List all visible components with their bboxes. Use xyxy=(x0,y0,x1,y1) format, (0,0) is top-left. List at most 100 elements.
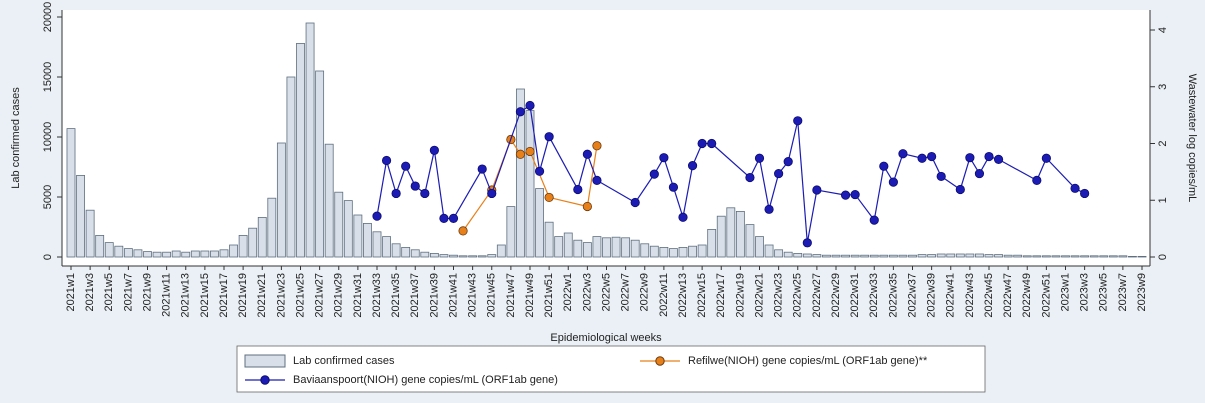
bar xyxy=(324,143,334,258)
series-marker xyxy=(487,188,497,199)
series-marker xyxy=(429,145,439,155)
x-tick-label: 2023w1 xyxy=(1059,273,1071,312)
bar xyxy=(85,209,95,258)
x-tick-label: 2021w15 xyxy=(199,273,211,318)
bar xyxy=(133,249,143,258)
series-marker xyxy=(1032,175,1042,185)
series-marker xyxy=(783,157,793,167)
bar xyxy=(487,254,497,258)
bar xyxy=(181,251,191,258)
bar xyxy=(1128,255,1137,258)
series-marker xyxy=(955,184,965,195)
series-marker xyxy=(439,213,449,224)
bar xyxy=(879,254,889,258)
series-segment xyxy=(424,150,435,194)
bar xyxy=(955,253,965,258)
x-tick-label: 2021w17 xyxy=(218,273,230,318)
x-tick-label: 2021w27 xyxy=(314,273,326,318)
bar xyxy=(611,236,621,258)
bar xyxy=(783,251,793,258)
y2-tick-label: 0 xyxy=(1157,254,1169,260)
bar xyxy=(66,128,76,258)
bar xyxy=(219,249,229,258)
y2-tick-label: 4 xyxy=(1157,27,1169,33)
series-segment xyxy=(491,111,522,194)
x-tick-label: 2021w13 xyxy=(180,273,192,318)
series-marker xyxy=(1070,183,1080,193)
bar xyxy=(994,254,1003,258)
bar xyxy=(888,254,898,258)
series-segment xyxy=(634,173,655,203)
series-marker xyxy=(1041,153,1051,163)
x-tick-label: 2022w1 xyxy=(562,273,574,312)
x-tick-label: 2022w11 xyxy=(658,273,670,317)
series-marker xyxy=(965,153,975,163)
bar xyxy=(1022,255,1032,258)
legend-label: Refilwe(NIOH) gene copies/mL (ORF1ab gen… xyxy=(688,355,928,367)
series-segment xyxy=(577,154,588,190)
series-marker xyxy=(812,185,822,195)
bar xyxy=(822,254,831,258)
x-tick-label: 2022w23 xyxy=(773,273,785,318)
series-segment xyxy=(672,187,684,218)
series-segment xyxy=(529,105,541,172)
x-tick-label: 2022w15 xyxy=(696,273,708,318)
x-tick-label: 2022w41 xyxy=(945,273,957,318)
series-marker xyxy=(477,164,487,174)
bar xyxy=(1041,255,1051,258)
bar xyxy=(1099,255,1109,258)
bar xyxy=(372,231,382,258)
x-tick-label: 2022w7 xyxy=(620,273,632,312)
x-tick-label: 2021w11 xyxy=(161,273,173,317)
legend-label: Baviaanspoort(NIOH) gene copies/mL (ORF1… xyxy=(293,374,558,386)
bar xyxy=(516,88,525,258)
bar xyxy=(592,236,602,258)
bar xyxy=(573,239,583,258)
bar xyxy=(917,254,927,258)
series-marker xyxy=(802,238,812,248)
bar xyxy=(1032,255,1042,258)
x-tick-label: 2021w47 xyxy=(505,273,517,318)
series-marker xyxy=(582,201,592,212)
x-tick-label: 2022w5 xyxy=(600,273,612,312)
series-marker xyxy=(420,188,430,199)
series-segment xyxy=(462,189,493,232)
series-marker xyxy=(534,166,545,176)
series-marker xyxy=(573,184,583,195)
x-tick-label: 2021w9 xyxy=(141,273,153,312)
bar xyxy=(190,250,200,258)
series-marker xyxy=(544,192,554,203)
series-marker xyxy=(927,151,937,162)
bar xyxy=(697,244,707,258)
x-tick-label: 2021w51 xyxy=(543,273,555,318)
x-tick-label: 2021w43 xyxy=(467,273,479,318)
x-tick-label: 2021w1 xyxy=(65,273,77,312)
x-tick-label: 2021w25 xyxy=(294,273,306,318)
bar xyxy=(908,254,917,258)
bar xyxy=(755,236,764,258)
series-marker xyxy=(984,151,994,162)
bar xyxy=(401,246,411,258)
x-tick-label: 2021w37 xyxy=(409,273,421,318)
series-marker xyxy=(525,100,535,111)
bar xyxy=(95,234,105,258)
series-marker xyxy=(707,138,717,149)
legend xyxy=(236,345,986,393)
bar xyxy=(506,206,516,258)
bar xyxy=(200,250,210,258)
bar xyxy=(669,248,678,258)
series-segment xyxy=(1045,157,1076,189)
bar xyxy=(171,250,181,258)
bar xyxy=(678,246,688,258)
x-tick-label: 2021w5 xyxy=(103,273,115,312)
series-marker xyxy=(898,149,908,159)
x-tick-label: 2022w19 xyxy=(734,273,746,318)
series-marker xyxy=(544,132,554,142)
y2-tick-label: 2 xyxy=(1157,140,1169,146)
bar xyxy=(238,234,248,258)
bar xyxy=(1137,255,1147,258)
series-marker xyxy=(687,161,698,171)
bar xyxy=(898,254,908,258)
bar xyxy=(812,254,822,258)
